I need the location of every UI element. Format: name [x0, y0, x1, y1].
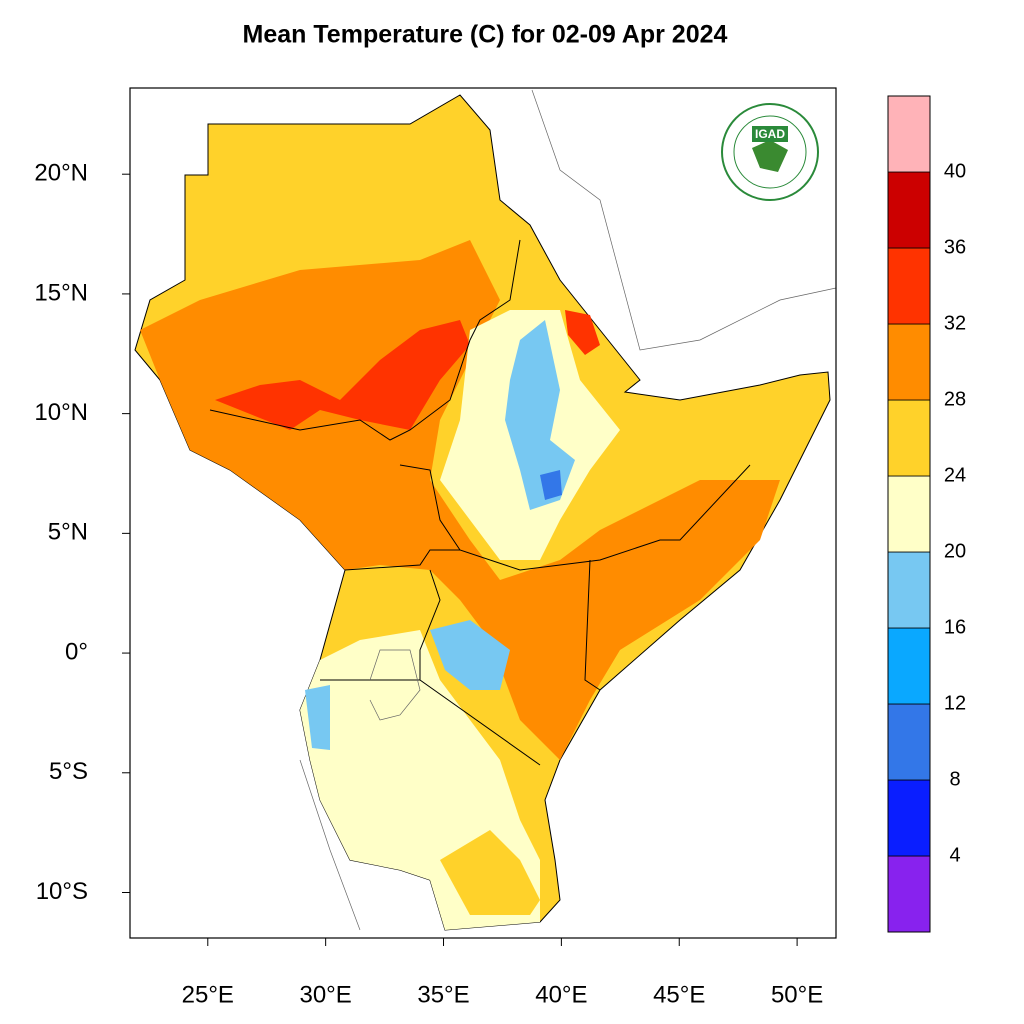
outside-coastline	[299, 89, 837, 931]
south-warm	[440, 830, 540, 915]
colorbar-label: 20	[944, 540, 966, 562]
colorbar-label: 32	[944, 312, 966, 334]
x-tick-label: 35°E	[417, 981, 469, 1008]
logo-inner-ring	[733, 115, 807, 189]
y-tick-label: 20°N	[34, 160, 88, 187]
y-tick-label: 10°N	[34, 399, 88, 426]
colorbar-box	[887, 475, 931, 553]
logo-text: IGAD	[755, 127, 785, 141]
x-tick-label: 30°E	[299, 981, 351, 1008]
colorbar-box	[887, 703, 931, 781]
colorbar-box	[887, 855, 931, 933]
logo-banner	[752, 126, 788, 142]
highland-cold	[540, 470, 562, 500]
colorbar-label: 8	[949, 768, 960, 790]
colorbar-box	[887, 247, 931, 325]
x-tick-label: 50°E	[771, 981, 823, 1008]
colorbar-box	[887, 551, 931, 629]
hot-region	[215, 320, 470, 430]
colorbar-label: 36	[944, 236, 966, 258]
colorbar-label: 28	[944, 388, 966, 410]
y-tick-label: 10°S	[36, 878, 88, 905]
y-tick-label: 0°	[65, 638, 88, 665]
colorbar-label: 40	[944, 160, 966, 182]
x-tick-label: 25°E	[182, 981, 234, 1008]
colorbar-box	[887, 399, 931, 477]
colorbar-label: 4	[949, 844, 960, 866]
warm-region	[140, 240, 780, 760]
igad-logo: IGAD	[721, 103, 819, 201]
highland-cool	[505, 320, 575, 510]
colorbar-box	[887, 779, 931, 857]
colorbar-label: 12	[944, 692, 966, 714]
kenya-cool	[430, 620, 510, 690]
map-frame	[129, 87, 837, 939]
colorbar-box	[887, 323, 931, 401]
borders	[209, 239, 751, 766]
colorbar-box	[887, 627, 931, 705]
colorbar-box	[887, 95, 931, 173]
x-tick-label: 40°E	[535, 981, 587, 1008]
y-tick-label: 5°N	[48, 519, 88, 546]
map-area	[129, 87, 837, 939]
colorbar-frame	[887, 95, 931, 933]
lake-cool	[305, 685, 330, 750]
x-tick-label: 45°E	[653, 981, 705, 1008]
colorbar-label: 16	[944, 616, 966, 638]
hot-region	[565, 310, 600, 355]
logo-africa	[752, 140, 788, 172]
y-tick-label: 15°N	[34, 279, 88, 306]
colorbar-label: 24	[944, 464, 966, 486]
y-tick-label: 5°S	[49, 758, 88, 785]
map-title: Mean Temperature (C) for 02-09 Apr 2024	[243, 21, 728, 49]
colorbar-box	[887, 171, 931, 249]
